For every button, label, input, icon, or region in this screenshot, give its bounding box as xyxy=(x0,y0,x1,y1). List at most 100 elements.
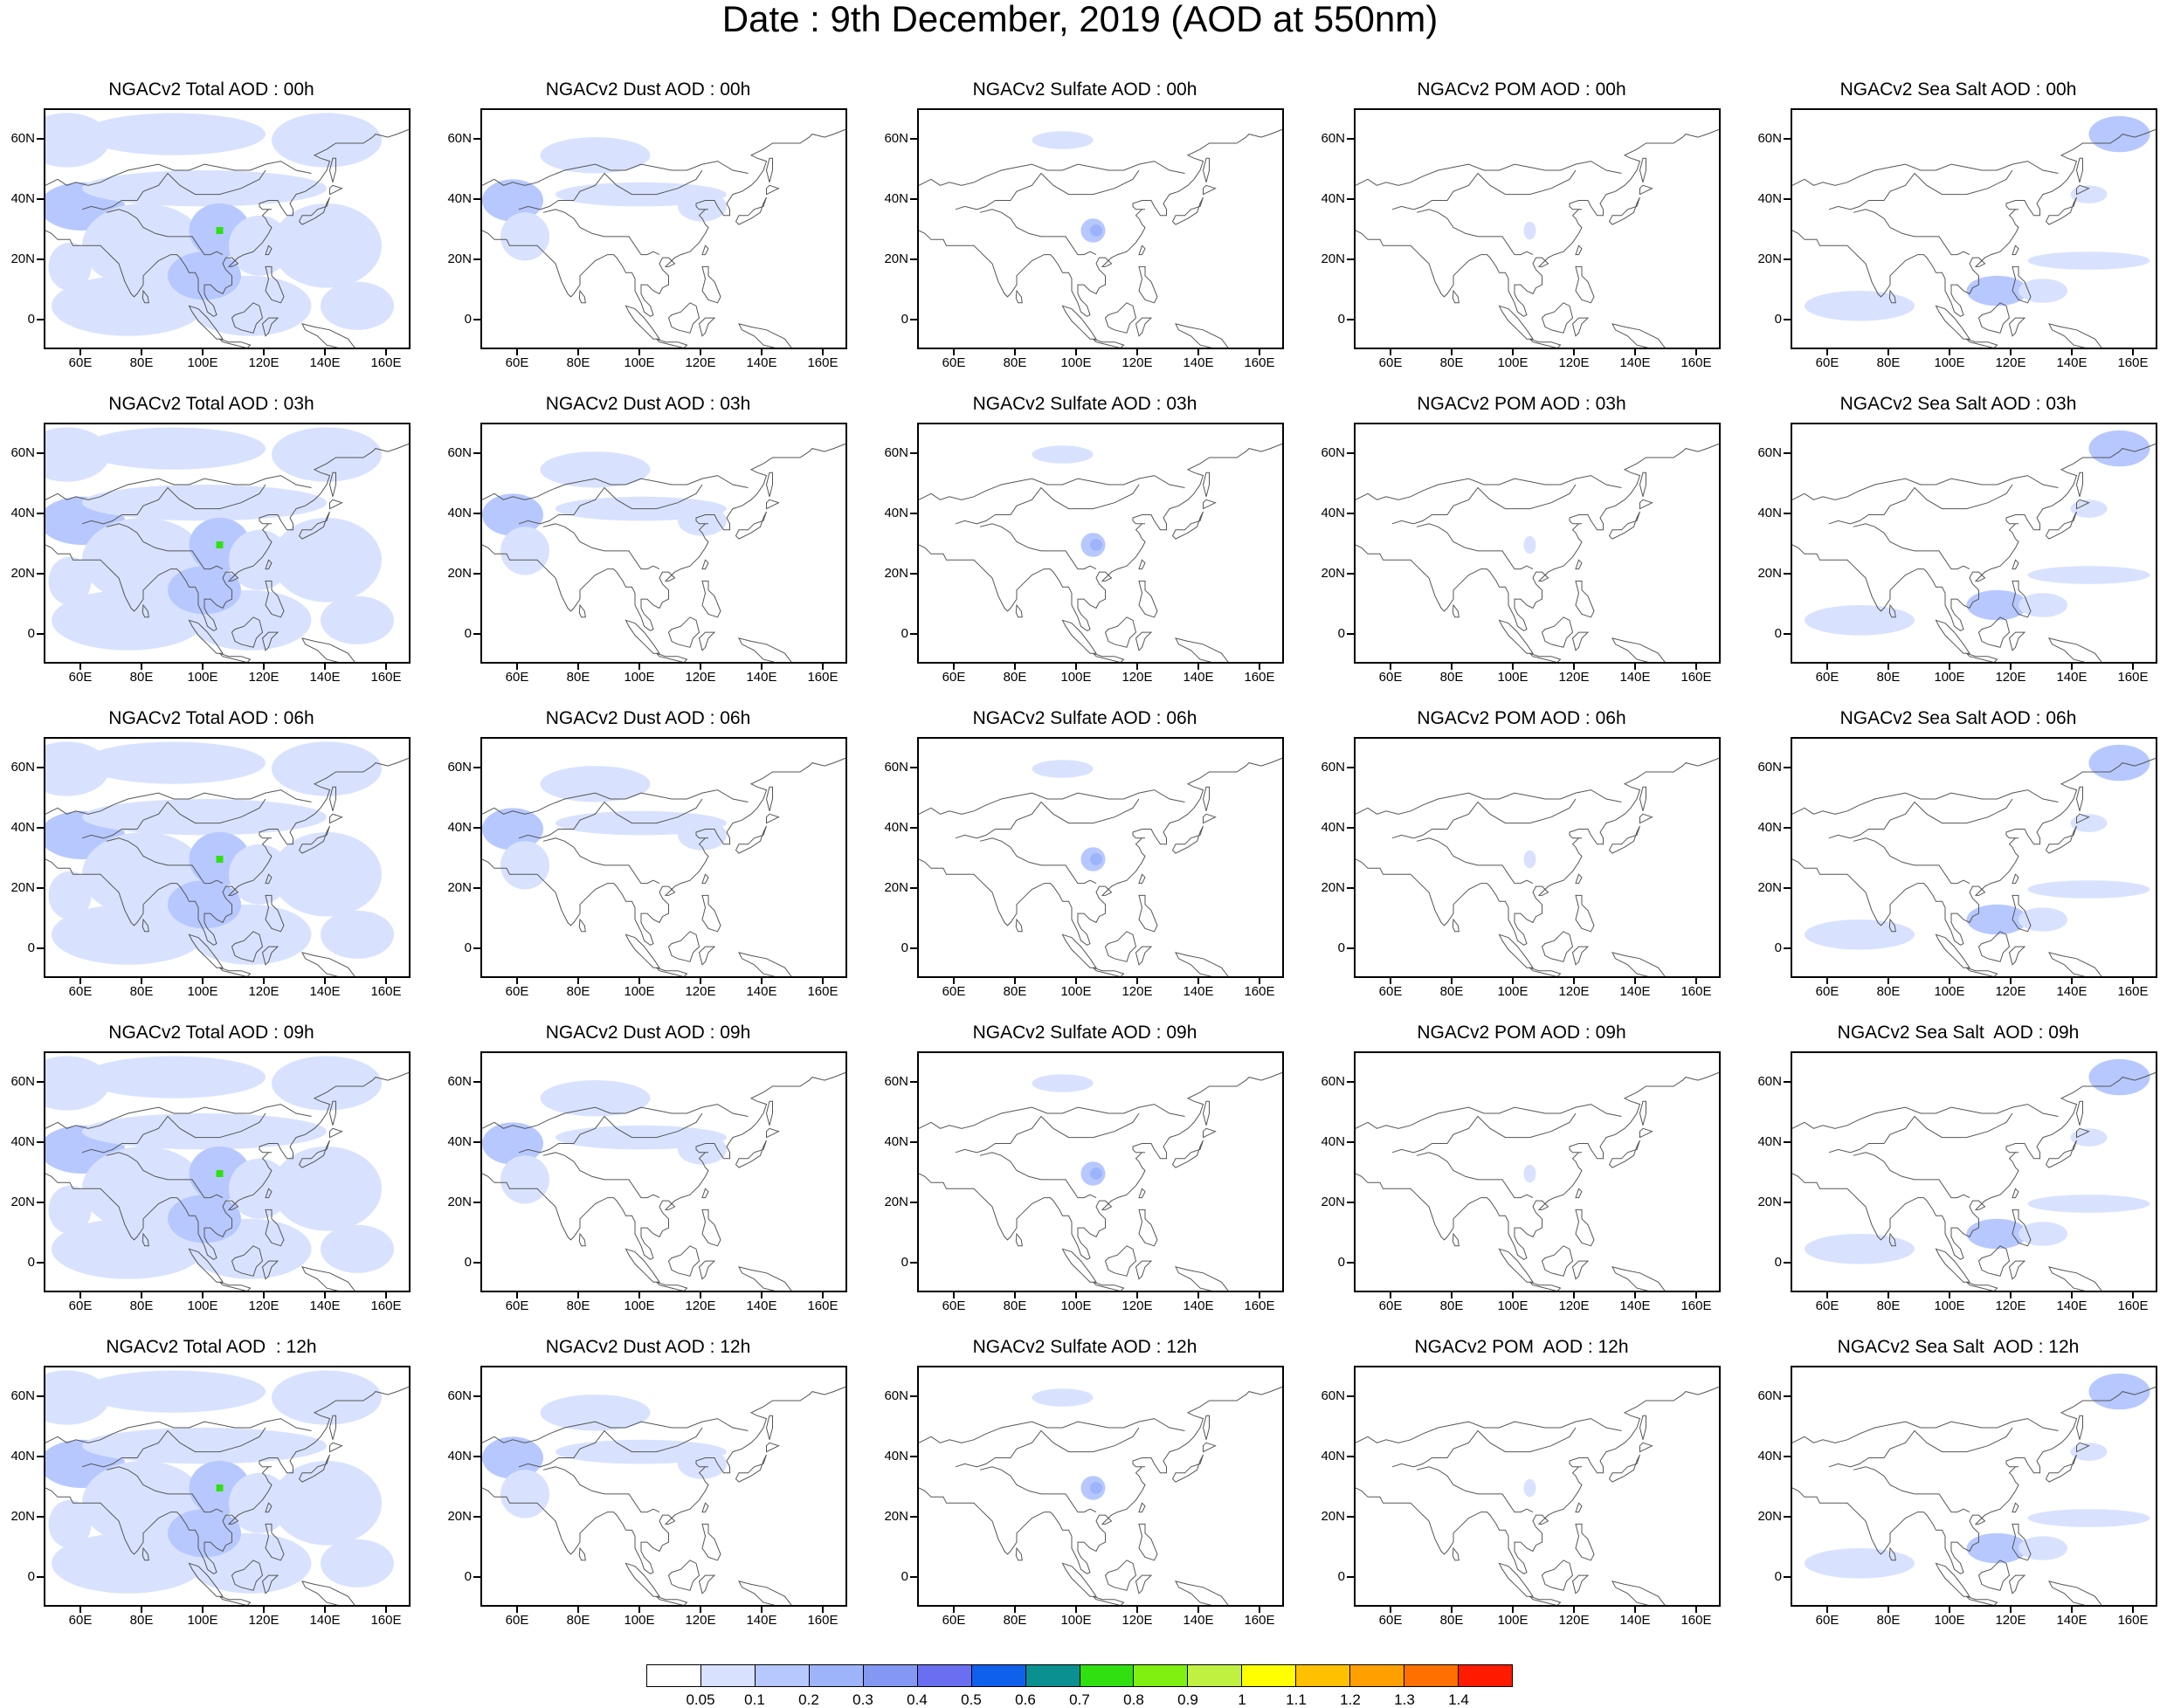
aod-region xyxy=(500,1155,549,1204)
panel-title: NGACv2 Total AOD : 12h xyxy=(106,1337,317,1357)
y-tick-label: 0 xyxy=(464,940,472,955)
map-plot xyxy=(919,1386,1282,1605)
y-tick xyxy=(1347,451,1354,454)
map-panel: NGACv2 Dust AOD : 09h 60N 40N 20N 0 60E 80E 100… xyxy=(438,1022,858,1323)
island-outline xyxy=(738,952,792,976)
x-tick xyxy=(761,1292,763,1298)
aod-region xyxy=(321,910,394,959)
x-tick xyxy=(202,349,204,355)
coastline xyxy=(1853,1152,1970,1199)
island-outline xyxy=(1611,952,1666,976)
aod-region xyxy=(678,1449,727,1479)
x-tick-label: 160E xyxy=(1680,1613,1712,1628)
y-tick xyxy=(910,258,917,260)
y-tick xyxy=(1347,632,1354,635)
island-outline xyxy=(1611,323,1666,348)
island-outline xyxy=(738,1581,792,1605)
aod-region xyxy=(482,493,543,536)
y-tick xyxy=(473,137,480,140)
panel-title: NGACv2 Sulfate AOD : 09h xyxy=(972,1023,1197,1043)
island-outline xyxy=(1138,580,1158,618)
island-outline xyxy=(765,1415,773,1440)
panel-title: NGACv2 Total AOD : 00h xyxy=(108,79,314,100)
y-tick xyxy=(910,137,917,140)
x-tick-label: 140E xyxy=(746,1613,777,1628)
x-tick-label: 160E xyxy=(1680,984,1712,999)
island-outline xyxy=(1135,1260,1153,1280)
island-outline xyxy=(265,1523,285,1561)
y-tick xyxy=(1784,886,1791,889)
aod-region xyxy=(1805,605,1915,636)
colorbar-label: 0.3 xyxy=(852,1691,873,1708)
x-tick-label: 140E xyxy=(1183,1613,1214,1628)
island-outline xyxy=(219,338,252,348)
coastline xyxy=(81,798,266,839)
x-tick xyxy=(79,1607,81,1613)
x-tick xyxy=(638,978,640,984)
island-outline xyxy=(141,1546,149,1561)
island-outline xyxy=(265,580,285,618)
x-tick xyxy=(2010,978,2012,984)
x-tick-label: 60E xyxy=(505,984,529,999)
island-outline xyxy=(1966,1595,1998,1605)
coastline xyxy=(1416,523,1534,570)
map-plot xyxy=(919,757,1282,976)
coastline xyxy=(542,1466,660,1513)
y-tick-label: 20N xyxy=(10,565,35,581)
island-outline xyxy=(329,1127,343,1139)
island-outline xyxy=(1571,1574,1590,1594)
aod-region xyxy=(82,113,266,155)
y-tick xyxy=(1784,451,1791,454)
y-tick xyxy=(1347,1201,1354,1203)
panel-title: NGACv2 Total AOD : 06h xyxy=(108,708,314,728)
island-outline xyxy=(1639,472,1646,497)
x-tick xyxy=(1512,664,1514,670)
y-tick-label: 0 xyxy=(1337,311,1345,327)
aod-region xyxy=(2027,1509,2150,1527)
y-tick xyxy=(1347,766,1354,768)
map-frame xyxy=(1791,1051,2157,1292)
x-tick-label: 120E xyxy=(1121,1298,1153,1313)
coastline xyxy=(919,443,1282,631)
island-outline xyxy=(2012,873,2019,885)
y-tick-label: 20N xyxy=(884,251,908,266)
map-frame xyxy=(1354,108,1721,349)
island-outline xyxy=(1171,196,1204,225)
aod-region xyxy=(2070,814,2108,832)
coastline xyxy=(1356,757,1719,946)
aod-region xyxy=(272,1056,382,1111)
y-tick xyxy=(1347,1080,1354,1083)
island-outline xyxy=(735,511,767,540)
x-tick-label: 60E xyxy=(1815,670,1839,685)
y-tick-label: 20N xyxy=(447,565,472,581)
y-tick xyxy=(910,572,917,575)
map-plot xyxy=(1792,1058,2156,1291)
island-outline xyxy=(1974,259,1986,267)
aod-region xyxy=(1966,275,2028,306)
island-outline xyxy=(1575,244,1583,256)
coastline xyxy=(1356,789,1622,815)
island-outline xyxy=(265,894,285,933)
x-tick xyxy=(324,349,326,355)
island-outline xyxy=(2076,1127,2090,1139)
coastline xyxy=(1828,798,2013,839)
island-outline xyxy=(1935,305,1970,340)
aod-region xyxy=(272,1461,382,1546)
island-outline xyxy=(1093,1595,1125,1605)
island-outline xyxy=(219,652,252,662)
colorbar-segment xyxy=(647,1665,701,1686)
island-outline xyxy=(1935,619,1970,654)
island-outline xyxy=(701,1523,721,1561)
aod-region xyxy=(2088,1373,2150,1410)
x-tick xyxy=(1259,1292,1260,1298)
island-outline xyxy=(1575,1209,1595,1247)
coastline xyxy=(1828,1427,2013,1468)
island-outline xyxy=(1575,873,1583,885)
x-tick xyxy=(516,1607,518,1613)
map-panel: NGACv2 Sulfate AOD : 09h 60N 40N 20N 0 60E 80E… xyxy=(875,1022,1294,1323)
x-tick xyxy=(516,349,518,355)
map-plot xyxy=(45,113,409,348)
island-outline xyxy=(738,323,792,348)
y-tick xyxy=(1784,1515,1791,1518)
x-tick xyxy=(1390,1607,1391,1613)
